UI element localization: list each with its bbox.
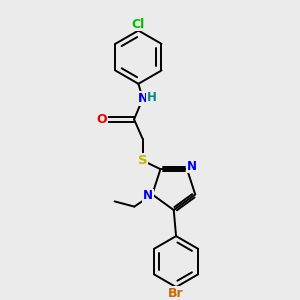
Text: Br: Br — [168, 287, 184, 300]
Text: S: S — [138, 154, 148, 167]
Text: N: N — [187, 160, 197, 173]
Text: Cl: Cl — [132, 18, 145, 31]
Text: N: N — [143, 189, 153, 203]
Text: O: O — [96, 113, 107, 126]
Text: N: N — [138, 92, 148, 105]
Text: H: H — [147, 91, 157, 103]
